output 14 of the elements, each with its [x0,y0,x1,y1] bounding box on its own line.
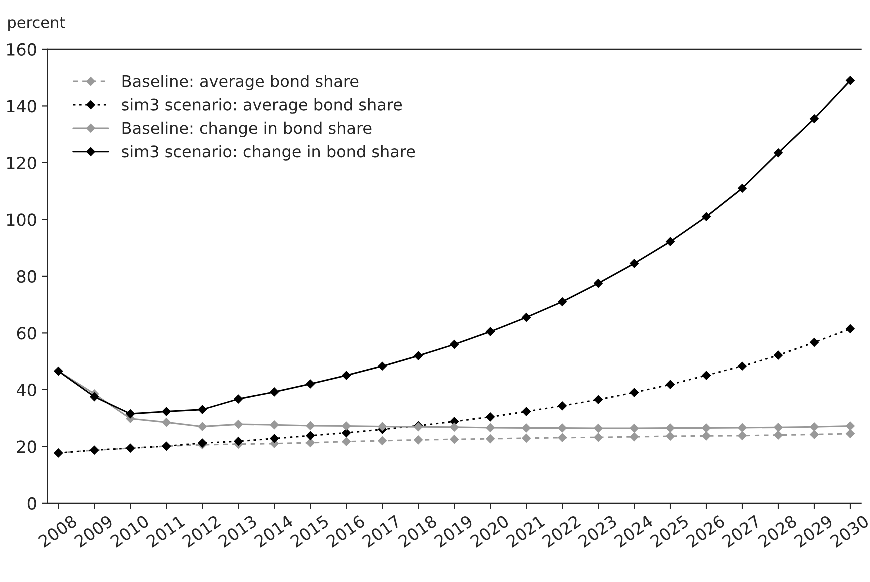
legend-label: Baseline: change in bond share [122,122,372,138]
y-tick-label: 40 [17,384,36,397]
y-tick-label: 140 [7,100,36,113]
y-tick-label: 120 [7,156,36,170]
legend-label: Baseline: average bond share [122,75,359,90]
y-axis-title: percent [8,17,66,32]
y-tick-label: 0 [28,497,36,510]
y-tick-label: 100 [7,214,36,226]
legend-label: sim3 scenario: average bond share [122,98,402,114]
y-tick-label: 160 [7,43,36,56]
legend-label: sim3 scenario: change in bond share [122,145,416,161]
y-tick-label: 60 [17,327,36,340]
y-tick-label: 80 [17,270,36,284]
y-tick-label: 20 [17,440,36,454]
